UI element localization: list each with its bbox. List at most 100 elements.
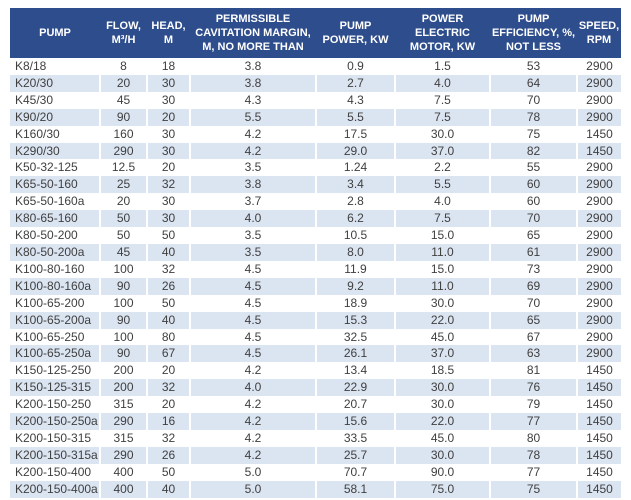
value-cell: 1450 [576,429,621,447]
value-cell: 30 [146,193,190,211]
value-cell: 90 [99,108,147,126]
value-cell: 160 [99,125,147,143]
value-cell: 60 [489,193,577,211]
value-cell: 4.0 [394,193,490,211]
value-cell: 22.9 [315,379,395,397]
table-row: K100-80-160a 90 26 4.5 9.2 11.0 69 2900 [10,277,621,295]
pump-model-cell: K200-150-400 [10,463,100,481]
value-cell: 2900 [576,243,621,261]
column-header-cavitation-margin: PERMISSIBLE CAVITATION MARGIN, M, NO MOR… [190,8,316,58]
value-cell: 4.5 [189,294,316,312]
value-cell: 70.7 [315,463,395,481]
pump-model-cell: K200-150-250 [10,396,100,414]
value-cell: 3.5 [189,159,316,177]
value-cell: 50 [99,210,147,228]
value-cell: 2900 [576,176,621,194]
table-row: K200-150-315a 290 26 4.2 25.7 30.0 78 1450 [10,446,621,464]
value-cell: 45.0 [394,429,490,447]
value-cell: 45 [99,91,147,109]
value-cell: 90.0 [394,463,490,481]
value-cell: 26 [146,446,190,464]
header-row: PUMP FLOW, M³/H HEAD, M PERMISSIBLE CAVI… [10,8,621,58]
value-cell: 4.2 [189,429,316,447]
value-cell: 3.8 [189,176,316,194]
table-row: K100-80-160 100 32 4.5 11.9 15.0 73 2900 [10,260,621,278]
value-cell: 4.3 [315,91,395,109]
value-cell: 64 [489,74,577,92]
value-cell: 290 [99,413,147,430]
value-cell: 65 [489,311,577,329]
table-row: K20/30 20 30 3.8 2.7 4.0 64 2900 [10,74,621,92]
pump-model-cell: K8/18 [10,58,100,75]
value-cell: 2900 [576,74,621,92]
value-cell: 4.2 [189,413,316,430]
value-cell: 4.0 [189,379,316,397]
pump-model-cell: K100-80-160 [10,260,100,278]
value-cell: 2900 [576,260,621,278]
value-cell: 82 [489,142,577,160]
value-cell: 4.3 [189,91,316,109]
pump-model-cell: K20/30 [10,74,100,92]
value-cell: 2.2 [394,159,490,177]
table-row: K100-65-250a 90 67 4.5 26.1 37.0 63 2900 [10,345,621,363]
value-cell: 30.0 [394,294,490,312]
value-cell: 2900 [576,345,621,363]
value-cell: 69 [489,277,577,295]
value-cell: 30.0 [394,125,490,143]
pump-model-cell: K65-50-160a [10,193,100,211]
value-cell: 12.5 [99,159,147,177]
value-cell: 8.0 [315,243,395,261]
pump-model-cell: K90/20 [10,108,100,126]
value-cell: 1450 [576,142,621,160]
value-cell: 20.7 [315,396,395,414]
value-cell: 45.0 [394,328,490,346]
pump-model-cell: K150-125-315 [10,379,100,397]
value-cell: 73 [489,260,577,278]
table-row: K65-50-160a 20 30 3.7 2.8 4.0 60 2900 [10,193,621,211]
value-cell: 63 [489,345,577,363]
value-cell: 2900 [576,294,621,312]
value-cell: 76 [489,379,577,397]
value-cell: 70 [489,91,577,109]
value-cell: 25.7 [315,446,395,464]
value-cell: 50 [146,294,190,312]
value-cell: 15.6 [315,413,395,430]
value-cell: 60 [489,176,577,194]
value-cell: 17.5 [315,125,395,143]
table-row: K150-125-250 200 20 4.2 13.4 18.5 81 1450 [10,362,621,380]
value-cell: 81 [489,362,577,380]
value-cell: 37.0 [394,142,490,160]
value-cell: 37.0 [394,345,490,363]
value-cell: 53 [489,58,577,75]
table-row: K200-150-400 400 50 5.0 70.7 90.0 77 1450 [10,463,621,481]
column-header-pump: PUMP [10,8,100,58]
pump-model-cell: K100-65-250 [10,328,100,346]
value-cell: 22.0 [394,311,490,329]
table-row: K8/18 8 18 3.8 0.9 1.5 53 2900 [10,58,621,75]
value-cell: 20 [146,362,190,380]
pump-model-cell: K200-150-315 [10,429,100,447]
value-cell: 15.0 [394,260,490,278]
value-cell: 100 [99,328,147,346]
pump-model-cell: K200-150-315a [10,446,100,464]
value-cell: 2900 [576,311,621,329]
value-cell: 4.5 [189,328,316,346]
pump-model-cell: K50-32-125 [10,159,100,177]
value-cell: 2900 [576,58,621,75]
table-row: K65-50-160 25 32 3.8 3.4 5.5 60 2900 [10,176,621,194]
value-cell: 30.0 [394,446,490,464]
value-cell: 30 [146,142,190,160]
value-cell: 1450 [576,480,621,498]
pump-model-cell: K150-125-250 [10,362,100,380]
value-cell: 22.0 [394,413,490,430]
table-row: K45/30 45 30 4.3 4.3 7.5 70 2900 [10,91,621,109]
pump-model-cell: K100-65-200 [10,294,100,312]
column-header-pump-power: PUMP POWER, KW [316,8,395,58]
value-cell: 50 [146,227,190,244]
value-cell: 70 [489,294,577,312]
table-row: K50-32-125 12.5 20 3.5 1.24 2.2 55 2900 [10,159,621,177]
value-cell: 90 [99,311,147,329]
value-cell: 40 [146,243,190,261]
value-cell: 400 [99,463,147,481]
table-row: K90/20 90 20 5.5 5.5 7.5 78 2900 [10,108,621,126]
